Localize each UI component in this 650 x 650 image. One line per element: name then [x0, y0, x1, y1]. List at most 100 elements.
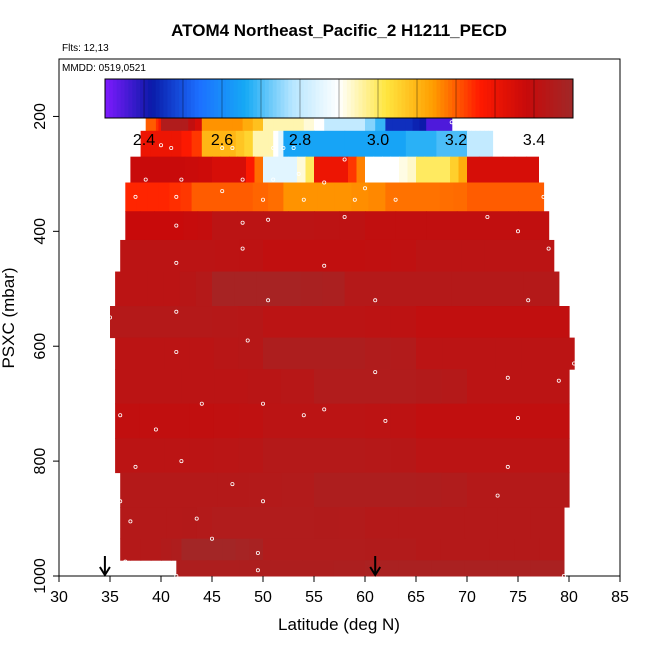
colorbar-swatch [495, 79, 500, 118]
colorbar-swatch [514, 79, 519, 118]
heatmap-cell [150, 507, 167, 540]
heatmap-cell [218, 130, 228, 158]
heatmap-cell [300, 271, 324, 307]
heatmap-cell [471, 130, 477, 158]
heatmap-cell [478, 156, 492, 184]
observation-point [220, 145, 225, 150]
colorbar-swatch [233, 79, 238, 118]
heatmap-cell [339, 337, 366, 370]
heatmap-cell [252, 182, 269, 212]
colorbar-swatch [167, 79, 172, 118]
colorbar-swatch [241, 79, 246, 118]
heatmap-cell [314, 507, 341, 540]
heatmap-cell [263, 507, 290, 540]
heatmap-cell [288, 507, 315, 540]
heatmap-cell [390, 239, 417, 273]
colorbar-swatch [491, 79, 496, 118]
colorbar-swatch [105, 79, 110, 118]
heatmap-cell [484, 472, 502, 508]
heatmap-cell [390, 538, 417, 561]
heatmap-cell [235, 130, 245, 158]
heatmap-cell [382, 156, 392, 184]
heatmap-cell [484, 130, 489, 158]
heatmap-cell [530, 182, 545, 212]
heatmap-cell [220, 156, 230, 184]
colorbar-swatch [366, 79, 371, 118]
colorbar [104, 78, 574, 119]
colorbar-swatch [284, 79, 289, 118]
heatmap-cell [135, 306, 162, 339]
x-tick-label: 70 [458, 589, 476, 606]
colorbar-swatch [272, 79, 277, 118]
heatmap-cell [518, 438, 545, 474]
heatmap-cell [514, 156, 528, 184]
colorbar-swatch [132, 79, 137, 118]
colorbar-swatch [471, 79, 476, 118]
colorbar-swatch [292, 79, 297, 118]
heatmap-cell [365, 507, 399, 540]
observation-point [108, 315, 113, 320]
heatmap-cell [375, 130, 407, 158]
observation-point [296, 171, 301, 176]
heatmap-cell [196, 507, 213, 540]
y-tick-label: 200 [32, 103, 49, 130]
heatmap-cell [166, 507, 182, 540]
observation-point [373, 298, 378, 303]
mmdd-label: MMDD: 0519,0521 [62, 63, 146, 74]
x-tick-label: 85 [611, 589, 629, 606]
observation-point [516, 415, 521, 420]
colorbar-swatch [393, 79, 398, 118]
heatmap-cells [110, 102, 575, 577]
colorbar-swatch [288, 79, 293, 118]
heatmap-cell [158, 182, 171, 212]
heatmap-cell [416, 472, 443, 508]
observation-point [118, 499, 123, 504]
heatmap-cell [492, 438, 519, 474]
observation-point [194, 516, 199, 521]
heatmap-cell [518, 211, 550, 241]
heatmap-cell [416, 337, 443, 370]
colorbar-swatch [253, 79, 258, 118]
heatmap-cell [164, 438, 190, 474]
colorbar-swatch [342, 79, 348, 118]
colorbar-ticks: 2.4 2.6 2.8 3.0 3.2 3.4 [133, 132, 545, 149]
observation-point [342, 157, 347, 162]
heatmap-cell [139, 403, 165, 439]
heatmap-cell [263, 337, 290, 370]
heatmap-cell [467, 130, 472, 158]
heatmap-cell [314, 472, 341, 508]
heatmap-cell [530, 507, 565, 540]
heatmap-cell [314, 369, 341, 405]
heatmap-cell [492, 403, 519, 439]
heatmap-cell [222, 182, 239, 212]
heatmap-cell [184, 156, 199, 184]
colorbar-swatch [151, 79, 157, 118]
colorbar-swatch [264, 79, 270, 118]
heatmap-cell [169, 182, 182, 212]
heatmap-cell [120, 472, 154, 508]
heatmap-cell [154, 211, 170, 241]
colorbar-swatch [307, 79, 313, 118]
heatmap-cell [441, 403, 468, 439]
heatmap-cell [171, 538, 182, 561]
observation-point [128, 519, 133, 524]
observation-point [240, 246, 245, 251]
heatmap-cell [552, 369, 570, 405]
colorbar-swatch [522, 79, 527, 118]
colorbar-swatch [561, 79, 566, 118]
observation-point [230, 482, 235, 487]
colorbar-swatch [218, 79, 223, 118]
x-tick-label: 45 [203, 589, 221, 606]
heatmap-cell [501, 472, 519, 508]
heatmap-cell [356, 156, 366, 184]
heatmap-cell [507, 239, 532, 273]
heatmap-cell [539, 538, 565, 561]
heatmap-cell [263, 306, 290, 339]
heatmap-cell [526, 156, 539, 184]
heatmap-cell [518, 306, 545, 339]
observation-point [383, 418, 388, 423]
heatmap-cell [365, 438, 392, 474]
colorbar-swatch [475, 79, 480, 118]
colorbar-swatch [381, 79, 387, 118]
heatmap-cell [120, 239, 145, 273]
